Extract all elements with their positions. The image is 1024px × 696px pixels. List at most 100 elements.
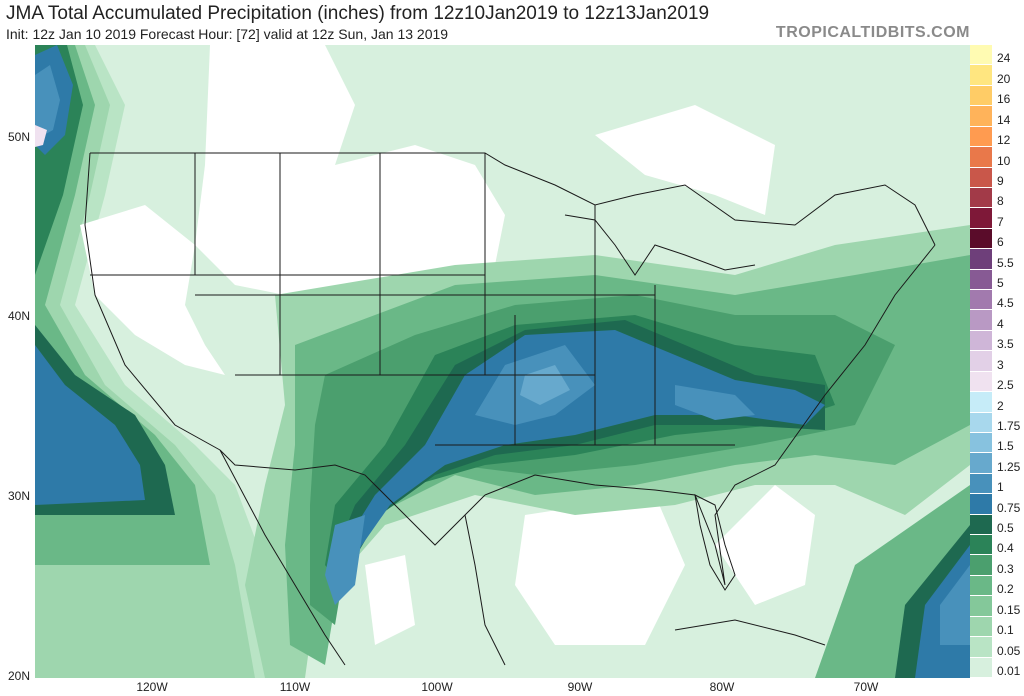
legend-value: 0.2: [997, 582, 1014, 597]
legend-value: 0.5: [997, 521, 1014, 536]
legend-row: 5: [970, 269, 1024, 291]
dry-area-mexico: [365, 555, 415, 645]
legend-row: 1.75: [970, 412, 1024, 433]
mexico-coast: [219, 449, 506, 666]
legend-row: 24: [970, 45, 1024, 66]
legend-swatch: [970, 106, 992, 127]
pacific-band-075: [35, 345, 145, 505]
legend-value: 5: [997, 276, 1004, 291]
dry-area-gulf: [515, 495, 685, 645]
legend-value: 24: [997, 51, 1011, 66]
gulf-coast: [484, 244, 936, 586]
legend-value: 3: [997, 357, 1004, 372]
legend-row: 3.5: [970, 330, 1024, 352]
lat-label-40n: 40N: [7, 309, 30, 323]
legend-row: 12: [970, 126, 1024, 148]
legend-row: 1.25: [970, 453, 1024, 474]
lat-label-30n: 30N: [7, 489, 30, 503]
legend-swatch: [970, 208, 992, 229]
state-lines-vertical: [194, 153, 656, 445]
legend-value: 6: [997, 235, 1004, 250]
legend-swatch: [970, 535, 992, 556]
legend-swatch: [970, 187, 992, 209]
legend-row: 4: [970, 310, 1024, 331]
legend-value: 4: [997, 316, 1004, 331]
lon-label-90w: 90W: [567, 680, 593, 694]
legend-swatch: [970, 616, 992, 638]
legend-swatch: [970, 269, 992, 291]
legend-swatch: [970, 596, 992, 617]
watermark: TROPICALTIDBITS.COM: [775, 24, 970, 41]
legend-value: 2.5: [997, 378, 1014, 393]
legend-row: 0.2: [970, 575, 1024, 597]
legend-swatch: [970, 351, 992, 372]
legend-swatch: [970, 453, 992, 474]
legend-swatch: [970, 310, 992, 331]
legend-swatch: [970, 249, 992, 270]
legend-value: 0.15: [997, 602, 1021, 617]
legend-row: 0.3: [970, 555, 1024, 576]
atlantic-band-1: [940, 565, 970, 645]
storm-track-075: [350, 330, 825, 555]
legend-row: 0.4: [970, 535, 1024, 556]
bc-coast-max: [35, 125, 47, 147]
legend-value: 0.05: [997, 643, 1021, 658]
pacific-band-04: [35, 45, 83, 678]
legend-value: 7: [997, 214, 1004, 229]
legend-value: 0.75: [997, 500, 1021, 515]
legend-value: 9: [997, 173, 1004, 188]
legend-row: 6: [970, 228, 1024, 250]
legend-swatch: [970, 555, 992, 576]
legend-value: 0.01: [997, 663, 1021, 678]
legend-row: 0.1: [970, 616, 1024, 638]
legend-value: 3.5: [997, 337, 1014, 352]
us-canada-border: [90, 152, 936, 246]
legend-row: 4.5: [970, 290, 1024, 311]
legend-swatch: [970, 228, 992, 250]
legend-value: 1: [997, 480, 1004, 495]
us-mexico-border: [219, 449, 486, 546]
legend-row: 1.5: [970, 432, 1024, 454]
legend-swatch: [970, 392, 992, 413]
legend-value: 0.1: [997, 623, 1014, 638]
legend-swatch: [970, 147, 992, 168]
precipitation-map: [35, 45, 970, 678]
legend-row: 0.01: [970, 657, 1024, 678]
lat-label-20n: 20N: [7, 669, 30, 683]
legend-swatch: [970, 473, 992, 495]
legend-swatch: [970, 657, 992, 678]
legend-swatch: [970, 432, 992, 454]
legend-value: 2: [997, 398, 1004, 413]
legend-value: 4.5: [997, 296, 1014, 311]
texas-coast-1: [325, 515, 365, 605]
florida: [694, 494, 736, 591]
state-lines-horizontal: [90, 274, 735, 446]
lon-label-70w: 70W: [853, 680, 879, 694]
west-coast: [84, 152, 221, 451]
legend-row: 3: [970, 351, 1024, 372]
legend-swatch: [970, 167, 992, 188]
legend-swatch: [970, 65, 992, 86]
political-borders: [84, 152, 936, 666]
legend-row: 2.5: [970, 371, 1024, 393]
storm-track-1b: [675, 385, 755, 420]
dry-area-great-basin: [80, 205, 225, 375]
lon-label-80w: 80W: [709, 680, 735, 694]
legend-swatch: [970, 126, 992, 148]
legend-row: 2: [970, 392, 1024, 413]
cuba: [674, 619, 826, 646]
great-lakes: [564, 214, 756, 276]
map-svg: [35, 45, 970, 678]
dry-area-northern-plains: [195, 45, 505, 305]
legend-swatch: [970, 45, 992, 66]
legend-value: 8: [997, 194, 1004, 209]
legend-swatch: [970, 85, 992, 107]
legend-swatch: [970, 637, 992, 658]
bc-coast-1: [35, 65, 60, 140]
legend-row: 7: [970, 208, 1024, 229]
lon-label-100w: 100W: [421, 680, 453, 694]
dry-area-atlantic: [715, 485, 815, 605]
legend-swatch: [970, 290, 992, 311]
legend-row: 10: [970, 147, 1024, 168]
legend-value: 1.75: [997, 418, 1021, 433]
